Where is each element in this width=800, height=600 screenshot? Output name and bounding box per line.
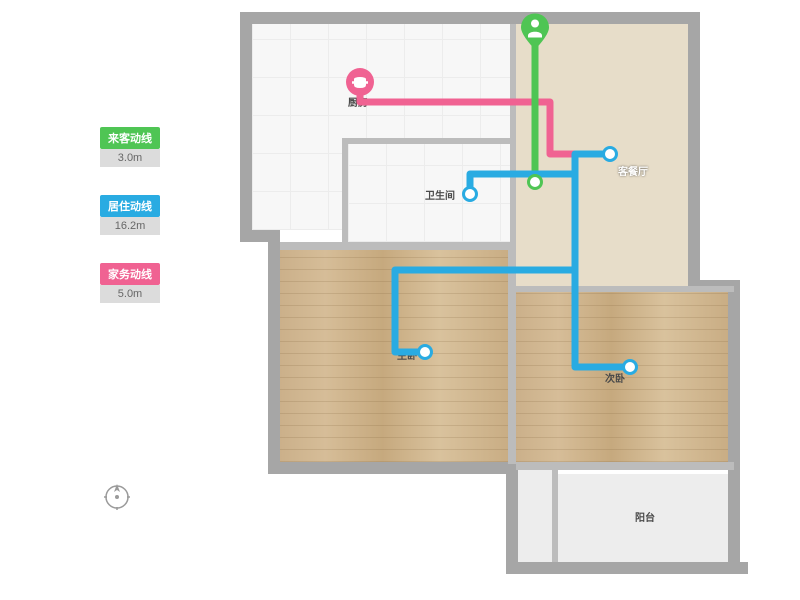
room-corridor (518, 464, 556, 562)
wall-outer-step2 (506, 462, 518, 574)
legend-label-living: 居住动线 (100, 195, 160, 217)
label-kitchen: 厨房 (348, 94, 368, 109)
label-dining: 客餐厅 (618, 163, 648, 178)
legend: 来客动线 3.0m 居住动线 16.2m 家务动线 5.0m (100, 127, 160, 331)
wall-inner-v-bath-left (342, 138, 348, 242)
wall-inner-balcony-top (516, 462, 734, 470)
wall-outer-left-upper (240, 12, 252, 230)
wall-inner-h-bath-top (342, 138, 516, 144)
legend-value-guest: 3.0m (100, 149, 160, 167)
legend-value-living: 16.2m (100, 217, 160, 235)
wall-outer-right-lower (728, 292, 740, 574)
label-second: 次卧 (605, 370, 625, 385)
wall-outer-left-lower (268, 230, 280, 474)
room-master (280, 250, 508, 462)
legend-item-living: 居住动线 16.2m (100, 195, 160, 235)
label-balcony: 阳台 (635, 509, 655, 524)
wall-inner-h-mid (280, 242, 516, 250)
person-icon (520, 14, 550, 55)
wall-outer-right-upper (688, 12, 700, 292)
legend-label-chore: 家务动线 (100, 263, 160, 285)
compass-icon (100, 480, 134, 519)
legend-value-chore: 5.0m (100, 285, 160, 303)
legend-label-guest: 来客动线 (100, 127, 160, 149)
endpoint-master (417, 344, 433, 360)
label-bathroom: 卫生间 (425, 187, 455, 202)
floorplan: 厨房 卫生间 客餐厅 主卧 次卧 阳台 (240, 12, 748, 582)
wall-outer-top (240, 12, 700, 24)
wall-inner-balcony-left (552, 464, 558, 562)
endpoint-bath (462, 186, 478, 202)
pot-icon (346, 68, 374, 96)
legend-item-guest: 来客动线 3.0m (100, 127, 160, 167)
wall-inner-h-second-top (508, 286, 734, 292)
endpoint-second (622, 359, 638, 375)
wall-outer-balcony-bottom (506, 562, 748, 574)
label-master: 主卧 (397, 347, 417, 362)
legend-item-chore: 家务动线 5.0m (100, 263, 160, 303)
wall-inner-v-center (508, 250, 516, 464)
endpoint-green (527, 174, 543, 190)
wall-outer-bottom-left (268, 462, 518, 474)
endpoint-dining (602, 146, 618, 162)
